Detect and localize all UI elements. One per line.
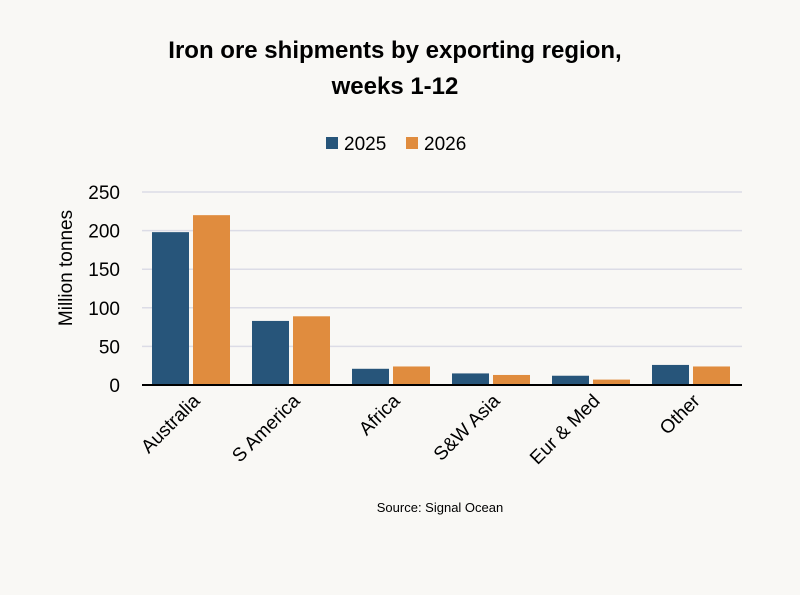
bar-2025-s-america xyxy=(252,320,289,385)
bar-2025-australia xyxy=(152,232,189,385)
y-axis-label: Million tonnes xyxy=(56,210,77,326)
legend: 2025 2026 xyxy=(326,134,466,155)
bar-2026-other xyxy=(693,366,730,385)
y-tick-label: 50 xyxy=(99,337,120,358)
y-tick-label: 100 xyxy=(88,299,120,320)
bar-2025-s-w-asia xyxy=(452,373,489,385)
legend-label-2026: 2026 xyxy=(424,134,466,155)
y-tick-label: 200 xyxy=(88,222,120,243)
x-tick-label: Other xyxy=(656,390,705,439)
bar-2025-eur-med xyxy=(552,375,589,385)
y-tick-labels: 0 50 100 150 200 250 xyxy=(88,183,120,397)
bars xyxy=(142,215,742,386)
bar-2026-eur-med xyxy=(593,379,630,385)
bar-2025-africa xyxy=(352,368,389,385)
legend-swatch-2026 xyxy=(406,137,418,149)
x-tick-label: S America xyxy=(228,390,304,466)
x-tick-label: Eur & Med xyxy=(526,391,604,469)
bar-2026-s-america xyxy=(293,316,330,385)
x-tick-label: Australia xyxy=(137,390,204,457)
gridlines xyxy=(142,191,742,348)
chart-title-line-1: Iron ore shipments by exporting region, xyxy=(168,37,621,64)
source-note: Source: Signal Ocean xyxy=(377,500,503,515)
y-tick-label: 150 xyxy=(88,260,120,281)
chart-title-line-2: weeks 1-12 xyxy=(331,73,459,100)
x-tick-labels: Australia S America Africa S&W Asia Eur & Me… xyxy=(137,390,705,469)
x-tick-label: S&W Asia xyxy=(430,390,505,465)
y-tick-label: 0 xyxy=(109,376,120,397)
x-tick-label: Africa xyxy=(355,390,404,439)
legend-label-2025: 2025 xyxy=(344,134,386,155)
bar-2026-africa xyxy=(393,366,430,385)
bar-2026-s-w-asia xyxy=(493,374,530,385)
legend-swatch-2025 xyxy=(326,137,338,149)
bar-2026-australia xyxy=(193,215,230,385)
bar-2025-other xyxy=(652,364,689,385)
y-tick-label: 250 xyxy=(88,183,120,204)
